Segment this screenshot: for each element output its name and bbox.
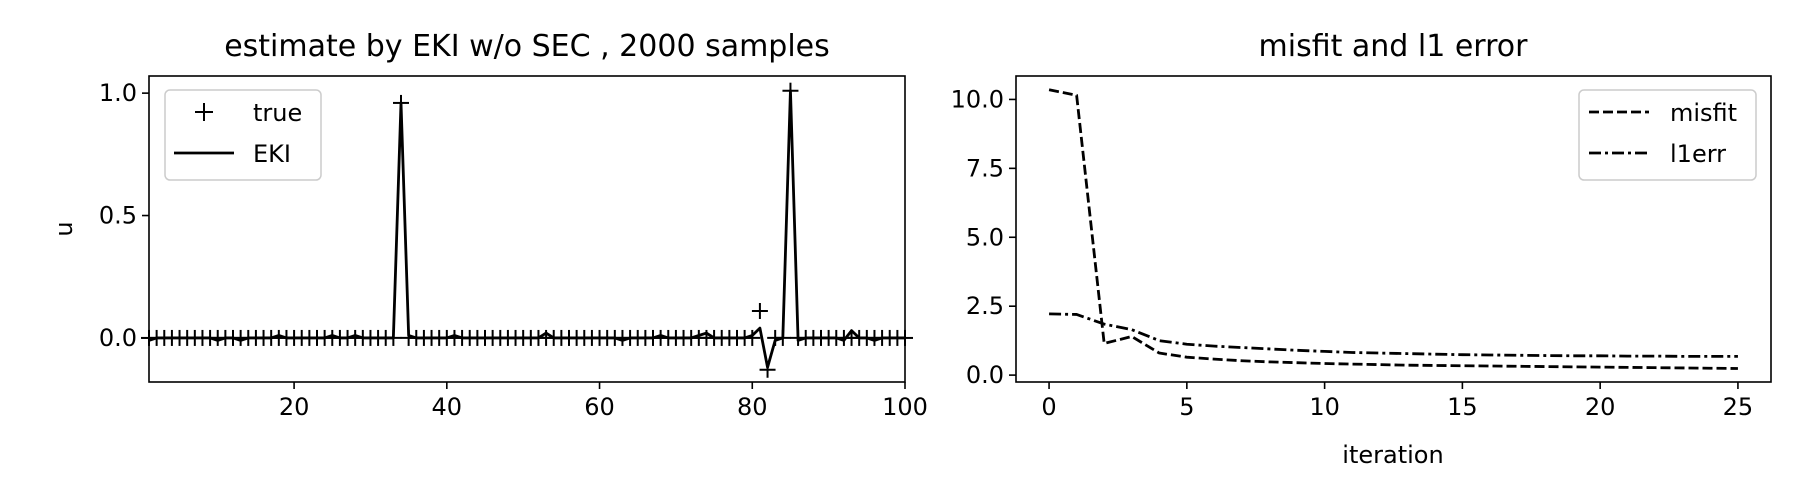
right-chart-ticks: 0 5 10 15 20 25 0.0 2.5 5.0 7.5 10.0 (951, 85, 1754, 421)
right-chart-title: misfit and l1 error (1259, 29, 1529, 64)
x-tick-label: 40 (432, 393, 463, 421)
x-tick-label: 25 (1723, 393, 1754, 421)
legend-label-l1err: l1err (1670, 140, 1726, 168)
legend-label-misfit: misfit (1670, 99, 1737, 127)
y-tick-label: 2.5 (966, 292, 1004, 320)
x-tick-label: 20 (1585, 393, 1616, 421)
x-tick-label: 15 (1447, 393, 1478, 421)
series-line-misfit (1048, 88, 1738, 370)
x-tick-label: 60 (584, 393, 615, 421)
right-chart: misfit and l1 error iteration 0 5 10 15 20 25… (951, 29, 1772, 469)
left-chart-ticks: 20 40 60 80 100 0.0 0.5 1.0 (99, 79, 928, 421)
left-chart-title: estimate by EKI w/o SEC , 2000 samples (224, 29, 830, 64)
left-chart: estimate by EKI w/o SEC , 2000 samples u… (50, 29, 928, 421)
x-tick-label: 100 (882, 393, 928, 421)
x-tick-label: 20 (279, 393, 310, 421)
series-line-l1err (1049, 312, 1738, 358)
right-chart-x-axis-label: iteration (1342, 441, 1443, 469)
legend-label-true: true (253, 99, 302, 127)
y-tick-label: 7.5 (966, 154, 1004, 182)
right-chart-frame (1015, 75, 1772, 383)
series-line-eki (148, 89, 905, 369)
left-chart-y-axis-label: u (50, 221, 78, 236)
x-tick-label: 5 (1179, 393, 1194, 421)
y-tick-label: 0.0 (99, 324, 137, 352)
left-chart-frame (148, 75, 906, 383)
legend-label-eki: EKI (253, 140, 291, 168)
y-tick-label: 5.0 (966, 223, 1004, 251)
x-tick-label: 10 (1309, 393, 1340, 421)
y-tick-label: 0.0 (966, 361, 1004, 389)
y-tick-label: 0.5 (99, 202, 137, 230)
left-chart-legend: true EKI (164, 89, 322, 181)
point-true (751, 303, 768, 320)
y-tick-label: 1.0 (99, 79, 137, 107)
right-chart-marks (1048, 88, 1738, 370)
legend-marker-true (195, 103, 213, 121)
x-tick-label: 0 (1041, 393, 1056, 421)
right-chart-legend: misfit l1err (1578, 89, 1757, 181)
x-tick-label: 80 (737, 393, 768, 421)
y-tick-label: 10.0 (951, 85, 1004, 113)
left-chart-marks (141, 82, 913, 378)
